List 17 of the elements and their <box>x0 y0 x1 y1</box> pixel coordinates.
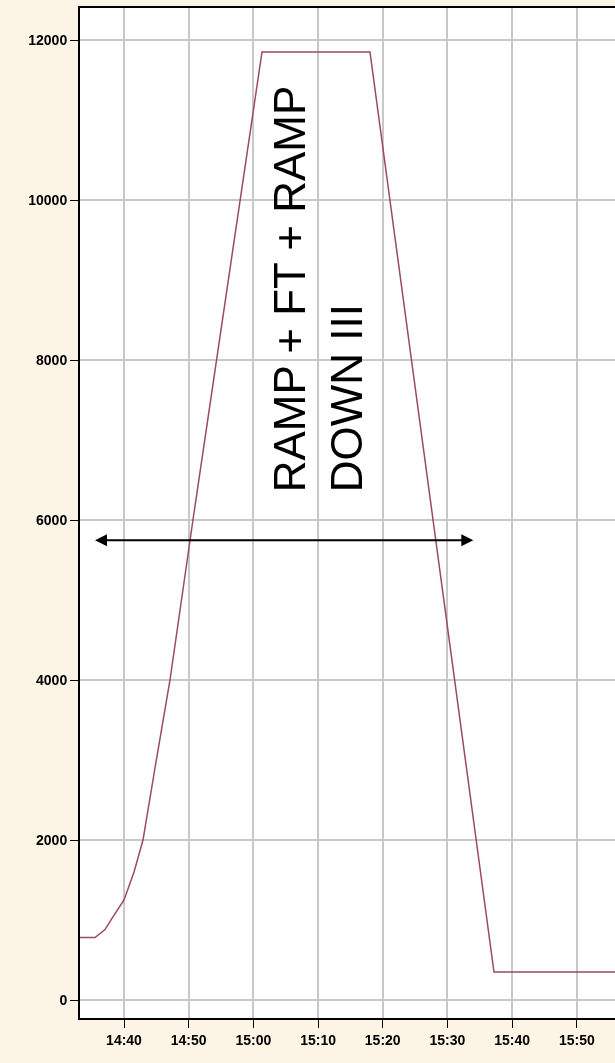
y-tick-label: 0 <box>59 991 68 1008</box>
x-tick-label: 15:40 <box>494 1031 531 1048</box>
x-tick-label: 15:10 <box>300 1031 337 1048</box>
x-tick-label: 15:50 <box>558 1031 595 1048</box>
annotation: RAMP + FT + RAMP DOWN III <box>264 85 372 493</box>
x-tick-label: 14:50 <box>170 1031 207 1048</box>
x-tick-label: 15:00 <box>235 1031 272 1048</box>
y-tick-label: 2000 <box>36 831 68 848</box>
line-series <box>80 51 615 973</box>
x-tick-label: 14:40 <box>106 1031 143 1048</box>
x-tick-label: 15:30 <box>429 1031 466 1048</box>
y-tick-label: 4000 <box>36 671 68 688</box>
y-tick-label: 6000 <box>36 511 68 528</box>
y-tick-label: 10000 <box>28 191 68 208</box>
x-tick-label: 15:20 <box>364 1031 401 1048</box>
y-tick-label: 12000 <box>28 31 68 48</box>
y-tick-label: 8000 <box>36 351 68 368</box>
